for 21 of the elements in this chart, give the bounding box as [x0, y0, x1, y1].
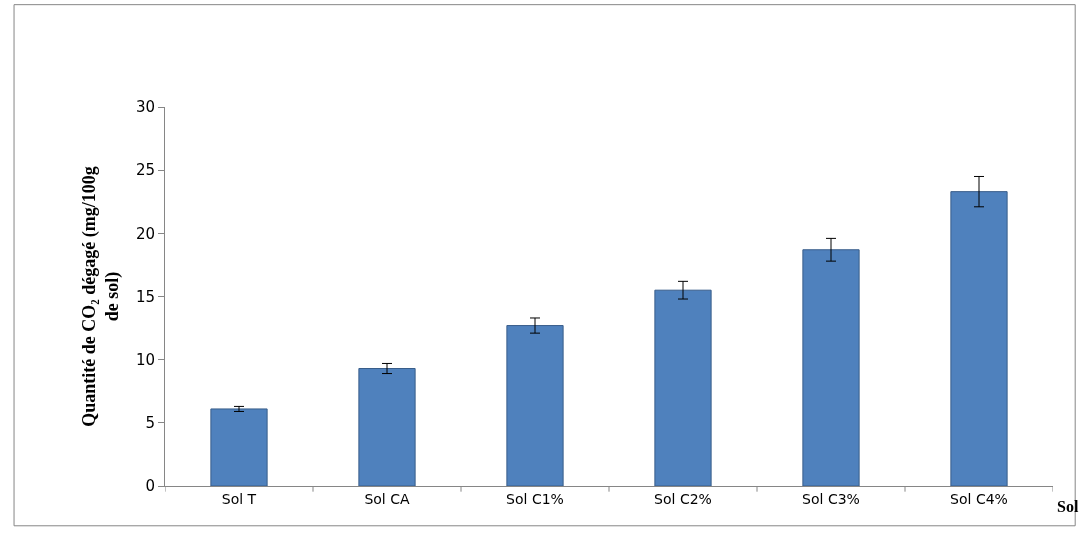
bar [950, 191, 1008, 486]
x-tick-label: Sol CA [364, 490, 410, 507]
x-tick-label: Sol C2% [654, 490, 712, 507]
y-tick-label: 0 [145, 477, 155, 496]
y-tick-label: 30 [135, 98, 155, 117]
bar [358, 368, 416, 486]
y-tick-label: 15 [135, 287, 155, 306]
x-tick-label: Sol C1% [506, 490, 564, 507]
x-tick-label: Sol C3% [802, 490, 860, 507]
y-tick-label: 20 [135, 224, 155, 243]
y-tick-label: 10 [135, 350, 155, 369]
x-axis-title: Sol [1057, 498, 1079, 515]
bar [210, 408, 268, 486]
bar [802, 249, 860, 486]
bar [654, 289, 712, 486]
bar [506, 325, 564, 486]
y-tick-label: 5 [145, 414, 155, 433]
y-tick-label: 25 [135, 161, 155, 180]
x-tick-label: Sol T [221, 490, 257, 507]
x-tick-label: Sol C4% [950, 490, 1008, 507]
y-axis-title: Quantité de CO₂ dégagé (mg/100g de sol) [78, 166, 124, 427]
